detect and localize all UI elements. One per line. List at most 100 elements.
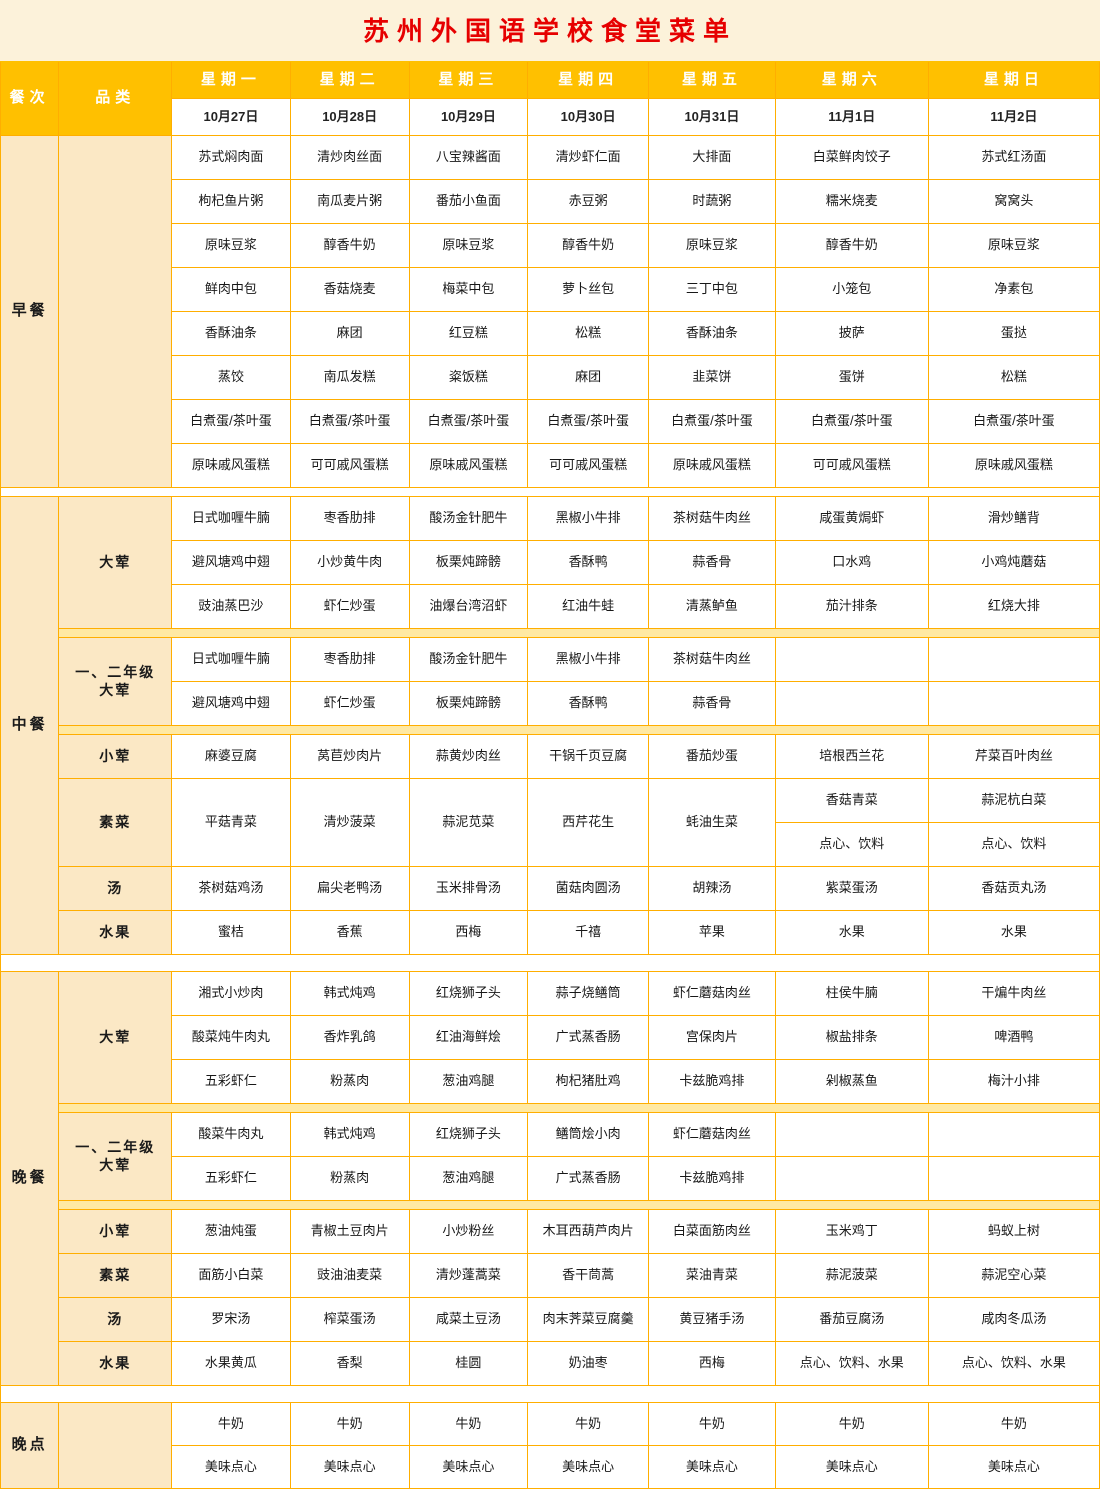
menu-cell: 蛋挞 xyxy=(927,311,1100,356)
table-row: 小荤 麻婆豆腐 莴苣炒肉片 蒜黄炒肉丝 干锅千页豆腐 番茄炒蛋 培根西兰花 芹菜… xyxy=(1,734,1100,779)
menu-cell: 清蒸鲈鱼 xyxy=(648,584,776,629)
menu-cell: 水果 xyxy=(774,910,929,955)
menu-cell: 白煮蛋/茶叶蛋 xyxy=(527,399,650,444)
menu-cell: 牛奶 xyxy=(408,1402,529,1446)
menu-cell: 香梨 xyxy=(289,1341,410,1386)
menu-cell: 原味戚风蛋糕 xyxy=(171,443,291,488)
menu-cell: 清炒菠菜 xyxy=(289,778,410,867)
menu-cell: 广式蒸香肠 xyxy=(527,1015,650,1060)
menu-cell: 蒜香骨 xyxy=(648,681,776,726)
subsection-band xyxy=(58,1200,1100,1210)
menu-cell: 木耳西葫芦肉片 xyxy=(527,1209,650,1254)
menu-cell: 美味点心 xyxy=(648,1445,776,1489)
menu-cell: 玉米排骨汤 xyxy=(408,866,529,911)
category-label-lunch-grade12: 一、二年级大荤 xyxy=(58,637,173,726)
menu-cell: 香酥油条 xyxy=(171,311,291,356)
meal-label-breakfast: 早餐 xyxy=(0,135,60,488)
menu-cell: 番茄豆腐汤 xyxy=(774,1297,929,1342)
menu-cell: 萝卜丝包 xyxy=(527,267,650,312)
subsection-band xyxy=(58,1103,1100,1113)
menu-cell: 松糕 xyxy=(527,311,650,356)
menu-cell: 罗宋汤 xyxy=(171,1297,291,1342)
category-empty-breakfast xyxy=(58,135,173,488)
menu-cell: 茶树菇牛肉丝 xyxy=(648,637,776,682)
menu-cell: 滑炒鳝背 xyxy=(927,496,1100,541)
menu-cell: 美味点心 xyxy=(527,1445,650,1489)
table-row: 五彩虾仁 粉蒸肉 葱油鸡腿 广式蒸香肠 卡兹脆鸡排 xyxy=(1,1156,1100,1201)
menu-cell: 糯米烧麦 xyxy=(774,179,929,224)
menu-cell: 广式蒸香肠 xyxy=(527,1156,650,1201)
menu-cell: 苏式焖肉面 xyxy=(171,135,291,180)
menu-cell: 白煮蛋/茶叶蛋 xyxy=(408,399,529,444)
menu-cell: 湘式小炒肉 xyxy=(171,971,291,1016)
menu-cell: 蒜泥苋菜 xyxy=(408,778,529,867)
menu-cell: 粢饭糕 xyxy=(408,355,529,400)
table-row: 避风塘鸡中翅 虾仁炒蛋 板栗炖蹄髈 香酥鸭 蒜香骨 xyxy=(1,681,1100,726)
menu-cell xyxy=(927,1112,1100,1157)
table-row: 晚餐 大荤 湘式小炒肉 韩式炖鸡 红烧狮子头 蒜子烧鳝筒 虾仁蘑菇肉丝 柱侯牛腩… xyxy=(0,971,1100,1386)
table-row: 五彩虾仁 粉蒸肉 葱油鸡腿 枸杞猪肚鸡 卡兹脆鸡排 剁椒蒸鱼 梅汁小排 xyxy=(1,1059,1100,1104)
subsection-band-row xyxy=(1,1103,1100,1113)
menu-cell: 香蕉 xyxy=(289,910,410,955)
menu-cell: 蒸饺 xyxy=(171,355,291,400)
menu-cell: 干煸牛肉丝 xyxy=(927,971,1100,1016)
menu-cell: 西梅 xyxy=(648,1341,776,1386)
menu-cell: 清炒虾仁面 xyxy=(527,135,650,180)
menu-cell: 板栗炖蹄髈 xyxy=(408,681,529,726)
menu-cell: 蒜黄炒肉丝 xyxy=(408,734,529,779)
subsection-band-row xyxy=(1,628,1100,638)
menu-cell: 松糕 xyxy=(927,355,1100,400)
table-row: 鲜肉中包 香菇烧麦 梅菜中包 萝卜丝包 三丁中包 小笼包 净素包 xyxy=(1,267,1100,312)
table-row: 香酥油条 麻团 红豆糕 松糕 香酥油条 披萨 蛋挞 xyxy=(1,311,1100,356)
menu-cell: 原味戚风蛋糕 xyxy=(408,443,529,488)
category-label-lunch-dahun: 大荤 xyxy=(58,496,173,629)
menu-cell: 可可戚风蛋糕 xyxy=(289,443,410,488)
menu-cell: 麻婆豆腐 xyxy=(171,734,291,779)
table-row: 一、二年级大荤 酸菜牛肉丸 韩式炖鸡 红烧狮子头 鳝筒烩小肉 虾仁蘑菇肉丝 xyxy=(1,1112,1100,1201)
menu-cell: 大排面 xyxy=(648,135,776,180)
menu-cell: 咸菜土豆汤 xyxy=(408,1297,529,1342)
menu-cell: 蚂蚁上树 xyxy=(927,1209,1100,1254)
menu-cell: 红豆糕 xyxy=(408,311,529,356)
menu-cell: 虾仁炒蛋 xyxy=(289,584,410,629)
menu-cell: 葱油鸡腿 xyxy=(408,1156,529,1201)
section-spacer xyxy=(0,487,1100,497)
menu-cell: 白煮蛋/茶叶蛋 xyxy=(774,399,929,444)
category-label-dinner-xiaohun: 小荤 xyxy=(58,1209,173,1254)
menu-cell: 干锅千页豆腐 xyxy=(527,734,650,779)
menu-cell: 南瓜麦片粥 xyxy=(289,179,410,224)
menu-cell: 西芹花生 xyxy=(527,778,650,867)
menu-cell: 香酥鸭 xyxy=(527,681,650,726)
header-row-weekdays: 餐次 品类 星期一 星期二 星期三 星期四 星期五 星期六 星期日 xyxy=(0,61,1100,136)
subsection-band-row xyxy=(1,1200,1100,1210)
weekday-header: 星期一 xyxy=(171,61,291,99)
menu-cell: 油爆台湾沼虾 xyxy=(408,584,529,629)
menu-cell: 白煮蛋/茶叶蛋 xyxy=(171,399,291,444)
menu-cell: 美味点心 xyxy=(171,1445,291,1489)
menu-cell: 菌菇肉圆汤 xyxy=(527,866,650,911)
menu-cell: 酸菜牛肉丸 xyxy=(171,1112,291,1157)
page-title: 苏州外国语学校食堂菜单 xyxy=(0,0,1100,62)
menu-cell: 苹果 xyxy=(648,910,776,955)
menu-cell: 红烧狮子头 xyxy=(408,1112,529,1157)
menu-cell: 虾仁炒蛋 xyxy=(289,681,410,726)
weekday-header: 星期四 xyxy=(527,61,650,99)
menu-cell: 清炒蓬蒿菜 xyxy=(408,1253,529,1298)
date-header: 10月28日 xyxy=(289,98,410,136)
menu-cell: 茶树菇鸡汤 xyxy=(171,866,291,911)
menu-cell: 牛奶 xyxy=(774,1402,929,1446)
menu-cell: 红烧狮子头 xyxy=(408,971,529,1016)
menu-cell: 梅菜中包 xyxy=(408,267,529,312)
menu-cell: 宫保肉片 xyxy=(648,1015,776,1060)
menu-cell: 白煮蛋/茶叶蛋 xyxy=(648,399,776,444)
menu-cell: 红油海鲜烩 xyxy=(408,1015,529,1060)
menu-cell: 小笼包 xyxy=(774,267,929,312)
category-label-lunch-xiaohun: 小荤 xyxy=(58,734,173,779)
category-label-lunch-fruit: 水果 xyxy=(58,910,173,955)
table-row: 水果 水果黄瓜 香梨 桂圆 奶油枣 西梅 点心、饮料、水果 点心、饮料、水果 xyxy=(1,1341,1100,1386)
menu-cell: 南瓜发糕 xyxy=(289,355,410,400)
menu-cell: 芹菜百叶肉丝 xyxy=(927,734,1100,779)
menu-cell: 麻团 xyxy=(527,355,650,400)
menu-cell: 净素包 xyxy=(927,267,1100,312)
menu-cell: 可可戚风蛋糕 xyxy=(774,443,929,488)
